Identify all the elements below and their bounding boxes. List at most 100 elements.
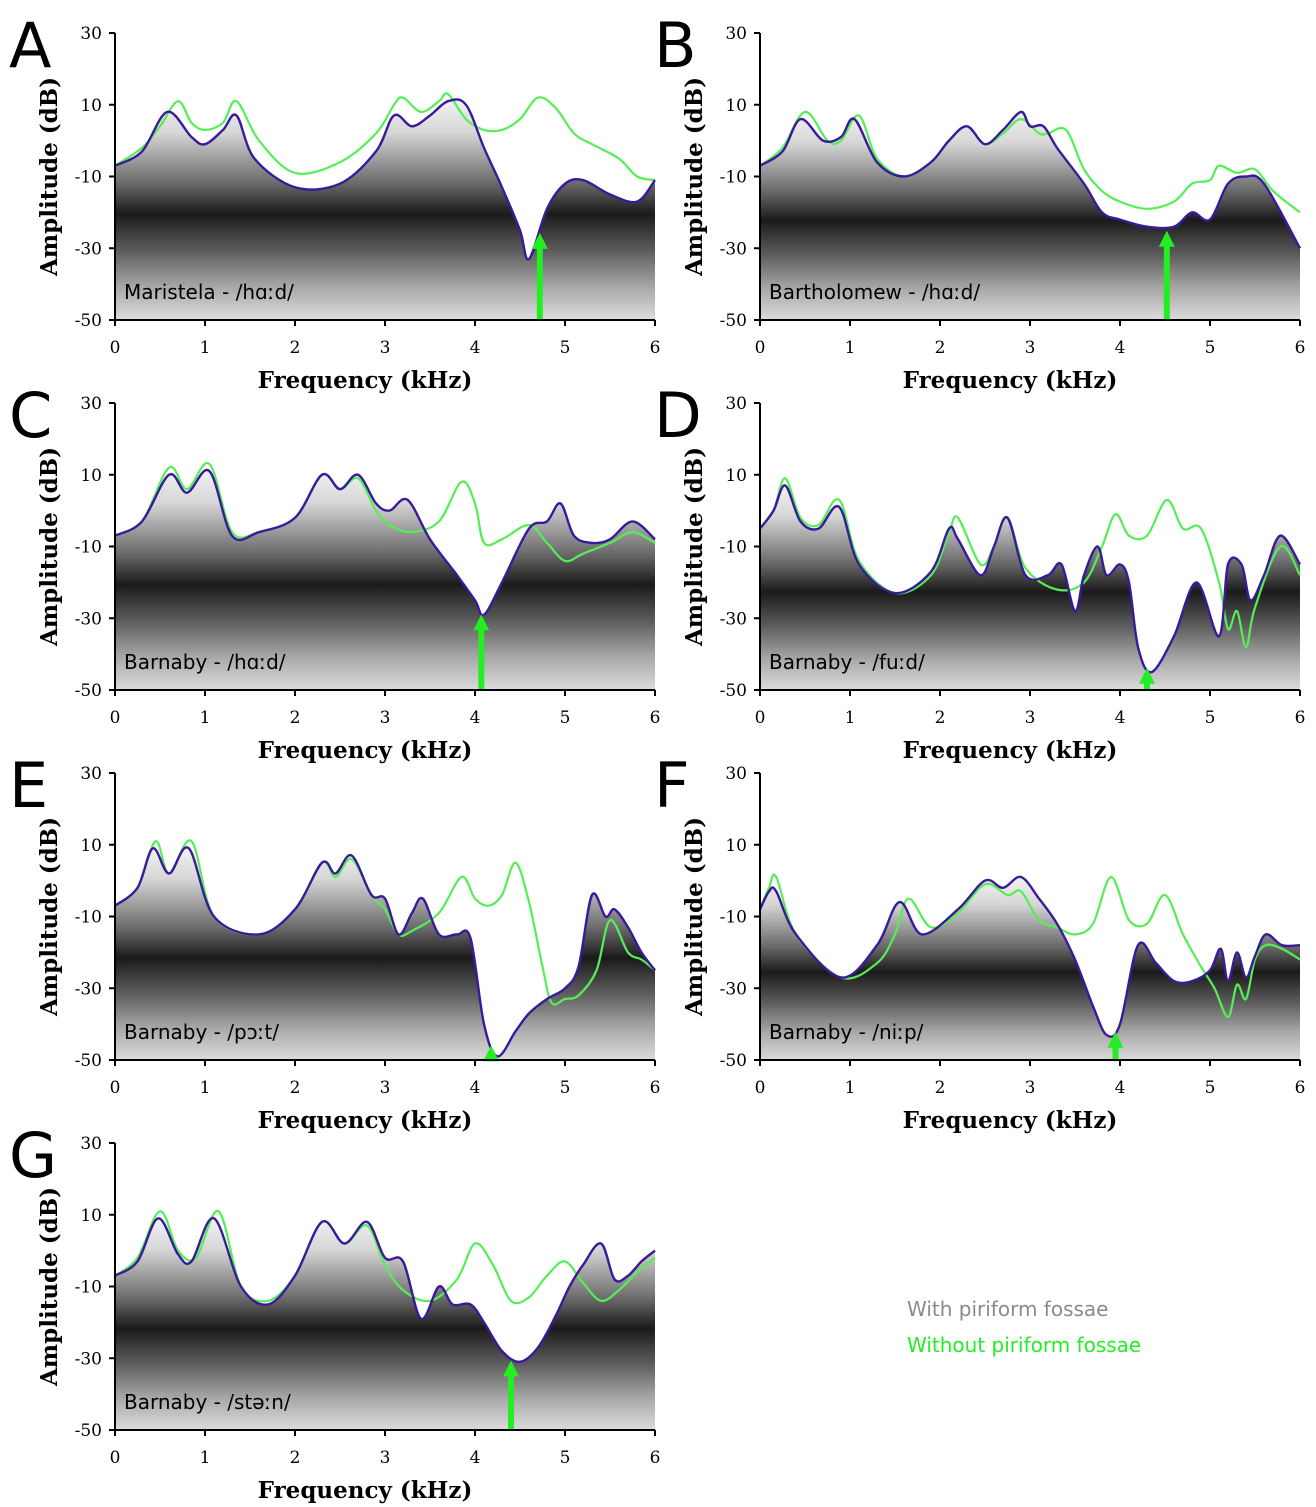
x-tick-label: 4 bbox=[470, 338, 481, 358]
x-tick-label: 4 bbox=[470, 1078, 481, 1098]
series-with-fossae-line bbox=[758, 875, 1301, 1038]
chart-panel-c: C 30 10 -10 -30 -50 0 1 2 3 4 5 6 Frequency (kHz) Ampl… bbox=[9, 379, 660, 764]
y-tick-label: -10 bbox=[75, 908, 102, 928]
x-tick-label: 0 bbox=[755, 1078, 766, 1098]
x-tick-label: 0 bbox=[110, 338, 121, 358]
y-tick-label: 30 bbox=[80, 1134, 102, 1154]
y-axis-title: Amplitude (dB) bbox=[36, 1187, 63, 1387]
x-tick-label: 1 bbox=[845, 708, 856, 728]
y-tick-label: -50 bbox=[720, 311, 747, 331]
x-tick-label: 1 bbox=[845, 338, 856, 358]
sample-label: Barnaby - /hɑːd/ bbox=[124, 650, 286, 674]
dip-arrow bbox=[1107, 1031, 1124, 1060]
x-tick-label: 3 bbox=[380, 338, 391, 358]
x-tick-label: 2 bbox=[935, 1078, 946, 1098]
x-tick-label: 2 bbox=[290, 708, 301, 728]
x-tick-label: 0 bbox=[755, 708, 766, 728]
x-tick-label: 2 bbox=[290, 1078, 301, 1098]
x-tick-label: 6 bbox=[650, 708, 661, 728]
chart-panel-g: G 30 10 -10 -30 -50 0 1 2 3 4 5 6 Frequency (kHz) Ampl… bbox=[9, 1119, 660, 1504]
x-tick-label: 1 bbox=[200, 338, 211, 358]
y-axis-title: Amplitude (dB) bbox=[681, 817, 708, 1017]
x-tick-label: 5 bbox=[560, 338, 571, 358]
x-tick-label: 4 bbox=[470, 708, 481, 728]
x-tick-label: 1 bbox=[200, 1448, 211, 1468]
x-tick-label: 2 bbox=[935, 338, 946, 358]
y-tick-label: 30 bbox=[725, 394, 747, 414]
y-tick-label: 10 bbox=[725, 836, 747, 856]
y-tick-label: -30 bbox=[720, 609, 747, 629]
x-tick-label: 1 bbox=[200, 1078, 211, 1098]
series-with-fossae-fill bbox=[115, 99, 655, 320]
chart-panel-f: F 30 10 -10 -30 -50 0 1 2 3 4 5 6 Frequency (kHz) Ampl… bbox=[654, 749, 1305, 1134]
y-axis-title: Amplitude (dB) bbox=[36, 817, 63, 1017]
y-tick-label: 10 bbox=[80, 1206, 102, 1226]
x-tick-label: 0 bbox=[755, 338, 766, 358]
legend-with-fossae: With piriform fossae bbox=[907, 1297, 1108, 1321]
dip-arrow bbox=[1158, 230, 1175, 320]
x-tick-label: 0 bbox=[110, 1448, 121, 1468]
panel-letter: A bbox=[9, 9, 51, 82]
dip-arrow-head bbox=[503, 1360, 519, 1377]
legend-without-fossae: Without piriform fossae bbox=[907, 1333, 1141, 1357]
sample-label: Barnaby - /pɔːt/ bbox=[124, 1020, 279, 1044]
panel-letter: B bbox=[654, 9, 697, 82]
x-tick-label: 5 bbox=[560, 1078, 571, 1098]
y-tick-label: -30 bbox=[75, 239, 102, 259]
dip-arrow-head bbox=[1107, 1031, 1124, 1048]
series-with-fossae-line bbox=[759, 110, 1302, 249]
y-tick-label: -30 bbox=[720, 979, 747, 999]
series-with-fossae-line bbox=[114, 468, 656, 617]
y-axis-title: Amplitude (dB) bbox=[36, 77, 63, 277]
y-tick-label: -10 bbox=[720, 908, 747, 928]
x-tick-label: 2 bbox=[290, 1448, 301, 1468]
x-tick-label: 3 bbox=[1025, 708, 1036, 728]
series-with-fossae-fill bbox=[115, 1218, 655, 1430]
x-tick-label: 3 bbox=[380, 708, 391, 728]
x-tick-label: 1 bbox=[200, 708, 211, 728]
x-axis-title: Frequency (kHz) bbox=[903, 1107, 1118, 1134]
y-tick-label: -50 bbox=[75, 311, 102, 331]
y-tick-label: 30 bbox=[80, 394, 102, 414]
y-tick-label: -50 bbox=[720, 1051, 747, 1071]
sample-label: Barnaby - /niːp/ bbox=[769, 1020, 924, 1044]
series-with-fossae-line bbox=[114, 846, 656, 1058]
dip-arrow bbox=[531, 232, 548, 320]
x-axis-title: Frequency (kHz) bbox=[258, 1107, 473, 1134]
y-tick-label: 30 bbox=[80, 24, 102, 44]
chart-panel-b: B 30 10 -10 -30 -50 0 1 2 3 4 5 6 Frequency (kHz) Ampl… bbox=[654, 9, 1305, 394]
y-tick-label: 10 bbox=[80, 466, 102, 486]
x-axis-title: Frequency (kHz) bbox=[903, 737, 1118, 764]
x-tick-label: 6 bbox=[1295, 338, 1306, 358]
x-tick-label: 2 bbox=[935, 708, 946, 728]
x-tick-label: 3 bbox=[1025, 338, 1036, 358]
x-tick-label: 6 bbox=[650, 338, 661, 358]
x-axis-title: Frequency (kHz) bbox=[258, 367, 473, 394]
x-tick-label: 3 bbox=[1025, 1078, 1036, 1098]
series-with-fossae-line bbox=[114, 98, 656, 261]
chart-panel-e: E 30 10 -10 -30 -50 0 1 2 3 4 5 6 Frequency (kHz) Ampl… bbox=[9, 749, 660, 1134]
x-tick-label: 6 bbox=[1295, 708, 1306, 728]
series-without-fossae-line bbox=[114, 92, 656, 182]
panel-letter: C bbox=[9, 379, 52, 452]
x-tick-label: 5 bbox=[1205, 338, 1216, 358]
x-tick-label: 3 bbox=[380, 1448, 391, 1468]
x-tick-label: 4 bbox=[1115, 1078, 1126, 1098]
series-with-fossae-fill bbox=[760, 876, 1300, 1060]
y-tick-label: -10 bbox=[75, 168, 102, 188]
y-tick-label: -10 bbox=[720, 168, 747, 188]
x-tick-label: 0 bbox=[110, 1078, 121, 1098]
y-tick-label: 10 bbox=[725, 466, 747, 486]
sample-label: Barnaby - /stəːn/ bbox=[124, 1390, 291, 1414]
series-without-fossae-line bbox=[759, 477, 1301, 649]
series-with-fossae-fill bbox=[115, 847, 655, 1060]
x-tick-label: 1 bbox=[845, 1078, 856, 1098]
chart-panel-d: D 30 10 -10 -30 -50 0 1 2 3 4 5 6 Frequency (kHz) Ampl… bbox=[654, 379, 1305, 764]
x-tick-label: 0 bbox=[110, 708, 121, 728]
dip-arrow-head bbox=[473, 614, 490, 631]
x-tick-label: 4 bbox=[470, 1448, 481, 1468]
y-tick-label: 10 bbox=[725, 96, 747, 116]
y-tick-label: -10 bbox=[720, 538, 747, 558]
y-tick-label: -50 bbox=[720, 681, 747, 701]
